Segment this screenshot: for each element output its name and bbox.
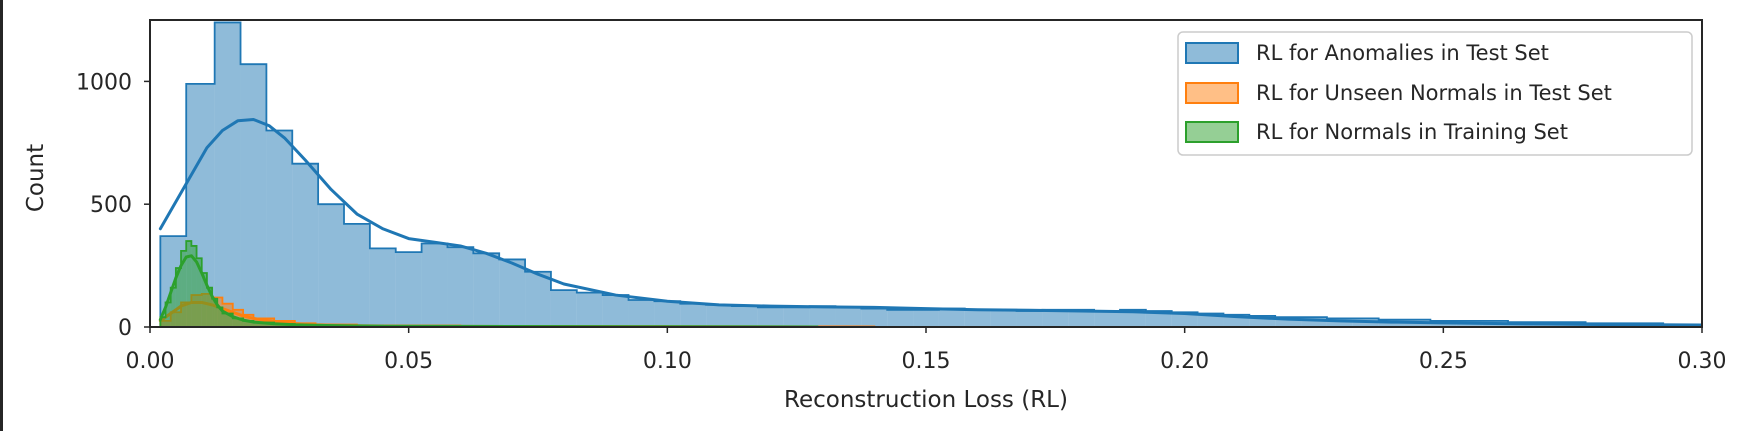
- legend-swatch-training-normals: [1185, 121, 1239, 143]
- bar-rl-for-anomalies-in-test-set-7: [344, 223, 370, 327]
- series-rl-for-normals-in-training-set: [158, 240, 819, 327]
- bar-rl-for-anomalies-in-test-set-31: [964, 309, 991, 327]
- x-axis-label: Reconstruction Loss (RL): [784, 387, 1068, 413]
- x-tick-label: 0.05: [384, 349, 433, 374]
- plot-area: [158, 21, 1702, 327]
- bar-rl-for-anomalies-in-test-set-6: [318, 204, 344, 327]
- bar-rl-for-anomalies-in-test-set-32: [990, 309, 1017, 327]
- bar-rl-for-normals-in-training-set-9: [206, 287, 213, 327]
- legend-swatch-anomalies: [1185, 42, 1239, 64]
- bar-rl-for-anomalies-in-test-set-39: [1171, 312, 1198, 327]
- bar-rl-for-anomalies-in-test-set-20: [680, 303, 707, 327]
- bar-rl-for-anomalies-in-test-set-35: [1068, 309, 1095, 327]
- bar-rl-for-anomalies-in-test-set-19: [654, 301, 681, 327]
- bar-rl-for-anomalies-in-test-set-43: [1275, 317, 1302, 327]
- bar-rl-for-normals-in-training-set-15: [253, 322, 275, 327]
- x-axis: 0.00 0.05 0.10 0.15 0.20 0.25 0.30: [126, 327, 1727, 374]
- y-axis-label: Count: [23, 144, 49, 212]
- bar-rl-for-normals-in-training-set-6: [191, 245, 197, 327]
- left-border-line: [0, 0, 3, 431]
- bar-rl-for-anomalies-in-test-set-34: [1042, 309, 1069, 327]
- bar-rl-for-anomalies-in-test-set-24: [783, 307, 810, 327]
- bar-rl-for-anomalies-in-test-set-3: [240, 64, 267, 327]
- bar-rl-for-normals-in-training-set-14: [243, 320, 254, 327]
- bar-rl-for-anomalies-in-test-set-4: [266, 130, 293, 327]
- bar-rl-for-normals-in-training-set-8: [201, 272, 207, 327]
- bar-rl-for-anomalies-in-test-set-14: [525, 271, 551, 327]
- legend-label-anomalies: RL for Anomalies in Test Set: [1256, 41, 1549, 65]
- bar-rl-for-normals-in-training-set-5: [186, 241, 192, 327]
- bar-rl-for-normals-in-training-set-12: [222, 313, 233, 327]
- bar-rl-for-anomalies-in-test-set-12: [473, 253, 500, 327]
- kde-line-rl-for-anomalies-in-test-set: [158, 117, 1702, 327]
- bar-rl-for-anomalies-in-test-set-5: [292, 163, 319, 327]
- bar-rl-for-normals-in-training-set-1: [165, 302, 171, 327]
- legend-swatch-unseen-normals: [1185, 82, 1239, 104]
- bar-rl-for-anomalies-in-test-set-10: [421, 243, 448, 327]
- x-tick-label: 0.15: [902, 349, 951, 374]
- bar-rl-for-anomalies-in-test-set-13: [499, 259, 526, 327]
- bar-rl-for-anomalies-in-test-set-33: [1016, 311, 1043, 327]
- bar-rl-for-anomalies-in-test-set-27: [861, 308, 888, 327]
- bar-rl-for-anomalies-in-test-set-44: [1301, 317, 1327, 327]
- bar-rl-for-anomalies-in-test-set-25: [809, 306, 836, 327]
- bar-rl-for-anomalies-in-test-set-23: [757, 307, 784, 327]
- y-tick-label: 500: [90, 193, 132, 218]
- bar-rl-for-normals-in-training-set-3: [175, 268, 182, 327]
- bar-rl-for-anomalies-in-test-set-17: [602, 295, 629, 327]
- bar-rl-for-anomalies-in-test-set-18: [628, 299, 655, 327]
- x-tick-label: 0.10: [643, 349, 692, 374]
- y-tick-label: 0: [118, 316, 132, 341]
- bar-rl-for-anomalies-in-test-set-16: [576, 292, 603, 327]
- bar-rl-for-normals-in-training-set-7: [196, 258, 202, 327]
- x-tick-label: 0.30: [1678, 349, 1727, 374]
- bar-rl-for-anomalies-in-test-set-21: [706, 304, 732, 327]
- bar-rl-for-normals-in-training-set-2: [170, 287, 176, 327]
- legend-label-unseen-normals: RL for Unseen Normals in Test Set: [1256, 81, 1612, 105]
- series-layer: [158, 21, 1702, 327]
- bar-rl-for-anomalies-in-test-set-36: [1094, 311, 1120, 327]
- bar-rl-for-anomalies-in-test-set-38: [1145, 311, 1172, 327]
- x-tick-label: 0.25: [1419, 349, 1468, 374]
- bar-rl-for-normals-in-training-set-4: [181, 250, 187, 327]
- bar-rl-for-anomalies-in-test-set-28: [887, 309, 914, 327]
- x-tick-label: 0.20: [1160, 349, 1209, 374]
- bar-rl-for-anomalies-in-test-set-9: [395, 252, 422, 327]
- bar-rl-for-anomalies-in-test-set-8: [369, 248, 396, 327]
- bar-rl-for-anomalies-in-test-set-42: [1249, 315, 1276, 327]
- legend-frame: [1177, 31, 1693, 156]
- y-axis: 0 500 1000: [76, 70, 150, 341]
- kde-line-rl-for-normals-in-training-set: [158, 254, 819, 327]
- bar-rl-for-anomalies-in-test-set-15: [550, 290, 577, 327]
- bar-rl-for-anomalies-in-test-set-30: [938, 308, 965, 327]
- bar-rl-for-anomalies-in-test-set-11: [447, 247, 474, 327]
- bar-rl-for-anomalies-in-test-set-37: [1120, 309, 1146, 327]
- legend: RL for Anomalies in Test Set RL for Unse…: [1177, 31, 1693, 156]
- bar-rl-for-anomalies-in-test-set-22: [732, 306, 758, 327]
- y-tick-label: 1000: [76, 70, 132, 95]
- legend-label-training-normals: RL for Normals in Training Set: [1256, 120, 1568, 144]
- bar-rl-for-normals-in-training-set-11: [217, 307, 223, 327]
- bar-rl-for-anomalies-in-test-set-29: [913, 309, 939, 327]
- bar-rl-for-anomalies-in-test-set-45: [1326, 318, 1353, 327]
- bar-rl-for-normals-in-training-set-10: [212, 298, 218, 327]
- bar-rl-for-normals-in-training-set-13: [232, 318, 244, 327]
- x-tick-label: 0.00: [126, 349, 175, 374]
- bar-rl-for-normals-in-training-set-0: [160, 317, 166, 327]
- bar-rl-for-anomalies-in-test-set-26: [835, 307, 862, 327]
- bar-rl-for-anomalies-in-test-set-2: [214, 22, 241, 327]
